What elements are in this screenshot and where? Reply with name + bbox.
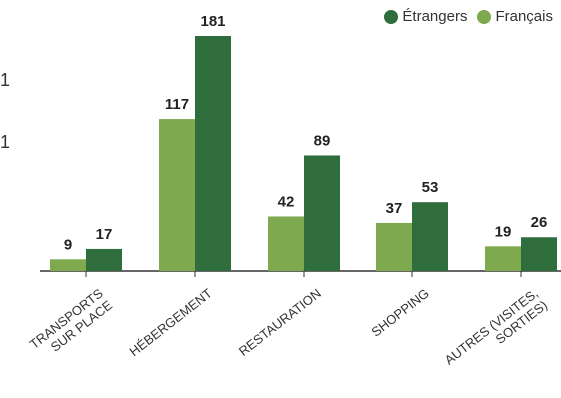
data-label-etrangers-3: 53 bbox=[422, 179, 439, 196]
legend-swatch-francais bbox=[477, 9, 492, 24]
data-label-etrangers-4: 26 bbox=[531, 214, 548, 231]
left-axis-tick-2: 1 bbox=[0, 132, 11, 152]
data-label-francais-4: 19 bbox=[495, 223, 512, 240]
x-tick-label-4: AUTRES (VISITES,SORTIES) bbox=[442, 286, 550, 380]
bar-francais-0 bbox=[50, 259, 86, 271]
bar-etrangers-3 bbox=[412, 202, 448, 271]
legend-label-etrangers: Étrangers bbox=[402, 8, 468, 25]
data-label-francais-1: 117 bbox=[165, 96, 189, 113]
bar-etrangers-2 bbox=[304, 155, 340, 271]
x-tick-label-line-3-0: SHOPPING bbox=[369, 286, 432, 340]
bar-francais-2 bbox=[268, 216, 304, 271]
data-label-etrangers-2: 89 bbox=[314, 132, 331, 149]
data-label-etrangers-1: 181 bbox=[200, 13, 225, 30]
legend-label-francais: Français bbox=[495, 8, 553, 25]
x-tick-label-line-1-0: HÉBERGEMENT bbox=[126, 286, 214, 360]
legend-swatch-etrangers bbox=[384, 9, 399, 24]
bar-etrangers-4 bbox=[521, 237, 557, 271]
bar-etrangers-1 bbox=[195, 36, 231, 271]
x-tick-label-3: SHOPPING bbox=[369, 286, 432, 340]
x-tick-label-1: HÉBERGEMENT bbox=[126, 286, 214, 360]
bar-francais-3 bbox=[376, 222, 412, 271]
bar-francais-1 bbox=[159, 119, 195, 271]
x-tick-label-2: RESTAURATION bbox=[236, 286, 324, 359]
data-label-etrangers-0: 17 bbox=[96, 226, 113, 243]
bar-etrangers-0 bbox=[86, 248, 122, 271]
x-tick-label-line-2-0: RESTAURATION bbox=[236, 286, 324, 359]
data-label-francais-3: 37 bbox=[386, 200, 403, 217]
legend-item-francais: Français bbox=[477, 8, 553, 25]
left-axis-tick-1: 1 bbox=[0, 70, 11, 90]
data-label-francais-2: 42 bbox=[278, 193, 295, 210]
bar-francais-4 bbox=[485, 246, 521, 271]
x-tick-label-0: TRANSPORTSSUR PLACE bbox=[27, 285, 116, 363]
data-label-francais-0: 9 bbox=[64, 236, 72, 253]
chart-legend: Étrangers Français bbox=[384, 8, 553, 25]
legend-item-etrangers: Étrangers bbox=[384, 8, 467, 25]
